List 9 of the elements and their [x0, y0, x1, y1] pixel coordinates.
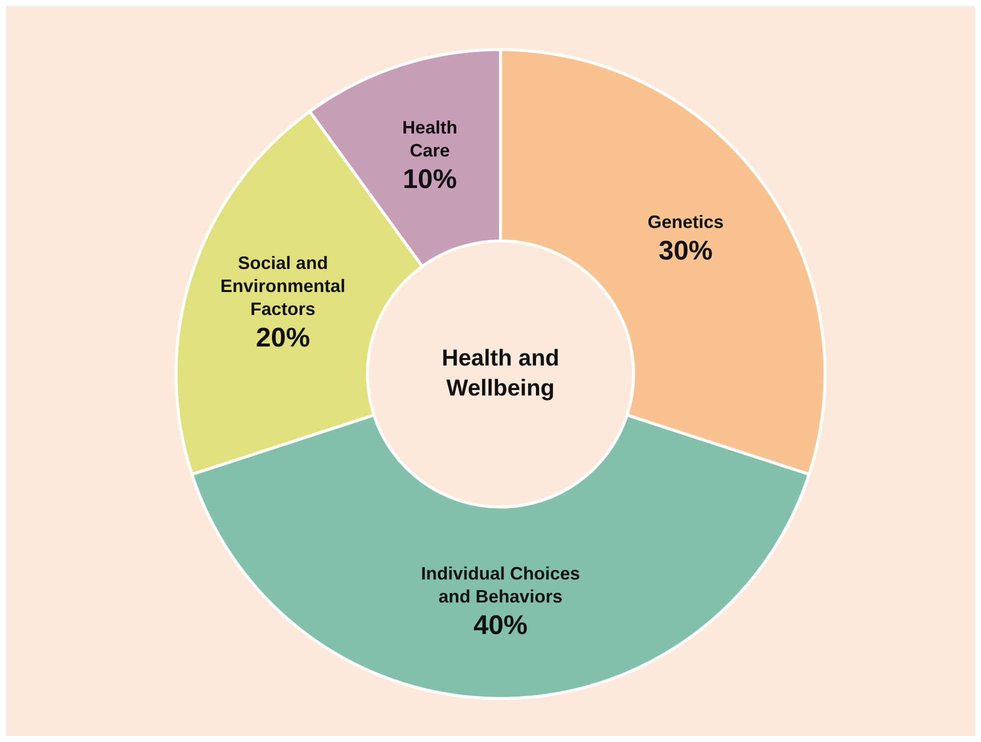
slice-label: Social and Environmental Factors: [220, 252, 346, 319]
data-label: 40%: [473, 610, 528, 640]
data-label: 20%: [256, 322, 310, 352]
data-label: 10%: [402, 164, 457, 194]
slice-label: Genetics: [648, 212, 724, 232]
data-label: 30%: [658, 235, 713, 266]
text: Health and Wellbeing: [442, 344, 560, 400]
slice-label: Individual Choices and Behaviors: [420, 564, 580, 607]
slice-label: Health Care: [402, 117, 458, 160]
